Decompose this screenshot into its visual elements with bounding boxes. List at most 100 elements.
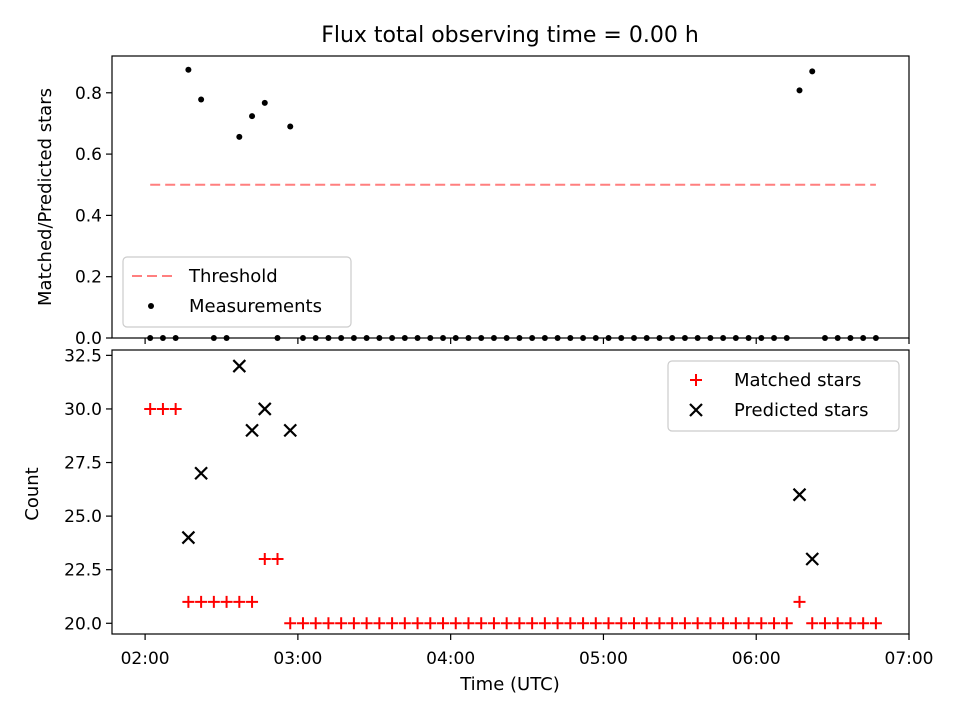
- matched-star-marker: [449, 617, 462, 630]
- matched-star-marker: [220, 595, 233, 608]
- predicted-star-marker: [805, 552, 820, 566]
- matched-star-marker: [806, 617, 819, 630]
- matched-star-marker: [462, 617, 475, 630]
- matched-star-marker: [602, 617, 615, 630]
- matched-star-marker: [666, 617, 679, 630]
- predicted-star-marker: [232, 359, 247, 373]
- y-tick-label: 30.0: [64, 400, 102, 420]
- legend-predicted-swatch: [689, 403, 703, 417]
- matched-star-marker: [309, 617, 322, 630]
- legend-label: Predicted stars: [734, 400, 868, 421]
- predicted-star-marker: [283, 423, 298, 438]
- matched-star-marker: [296, 617, 309, 630]
- matched-star-marker: [627, 617, 640, 630]
- matched-star-marker: [691, 617, 704, 630]
- matched-star-marker: [678, 617, 691, 630]
- matched-star-marker: [818, 617, 831, 630]
- y-tick-label: 25.0: [64, 507, 102, 527]
- legend-box: [122, 256, 352, 328]
- matched-star-marker: [271, 552, 284, 565]
- matched-star-marker: [564, 617, 577, 630]
- matched-star-marker: [411, 617, 424, 630]
- matched-star-marker: [793, 595, 806, 608]
- measurement-point: [287, 123, 294, 130]
- matched-star-marker: [869, 617, 882, 630]
- y-tick-label: 20.0: [64, 614, 102, 634]
- matched-star-marker: [831, 617, 844, 630]
- matched-star-marker: [398, 617, 411, 630]
- matched-star-marker: [704, 617, 717, 630]
- y-tick-label: 0.2: [75, 268, 102, 288]
- matched-star-marker: [144, 402, 157, 415]
- matched-star-marker: [258, 552, 271, 565]
- legend-label: Measurements: [189, 296, 322, 317]
- matched-star-marker: [538, 617, 551, 630]
- matched-star-marker: [589, 617, 602, 630]
- matched-star-marker: [487, 617, 500, 630]
- predicted-star-marker: [245, 423, 259, 438]
- figure-title: Flux total observing time = 0.00 h: [321, 23, 699, 48]
- matched-star-marker: [755, 617, 768, 630]
- matched-star-marker: [577, 617, 590, 630]
- matched-star-marker: [768, 617, 781, 630]
- matched-star-marker: [653, 617, 666, 630]
- y-tick-label: 27.5: [64, 454, 102, 474]
- measurement-point: [185, 66, 192, 73]
- matched-star-marker: [386, 617, 399, 630]
- matched-star-marker: [437, 617, 450, 630]
- matched-star-marker: [284, 617, 297, 630]
- predicted-star-marker: [181, 530, 196, 545]
- matched-star-marker: [500, 617, 513, 630]
- top-panel: 0.0 0.2 0.4 0.6 0.8 Threshold Measurements: [75, 55, 910, 349]
- x-tick-label: 06:00: [732, 649, 781, 669]
- legend-matched-swatch: [690, 374, 702, 386]
- matched-star-marker: [335, 617, 348, 630]
- matched-star-marker: [347, 617, 360, 630]
- y-tick-label: 0.4: [75, 206, 102, 226]
- x-tick-label: 07:00: [885, 649, 934, 669]
- measurement-point: [198, 96, 205, 103]
- measurement-point: [261, 99, 268, 106]
- matched-star-marker: [729, 617, 742, 630]
- matched-star-marker: [182, 595, 195, 608]
- matched-star-marker: [857, 617, 870, 630]
- matched-star-marker: [551, 617, 564, 630]
- y-tick-label: 0.0: [75, 329, 102, 349]
- plot-frame: [111, 55, 910, 339]
- matched-star-marker: [513, 617, 526, 630]
- matched-star-marker: [742, 617, 755, 630]
- matched-star-marker: [475, 617, 488, 630]
- matched-star-marker: [373, 617, 386, 630]
- y-tick-label: 32.5: [64, 346, 102, 366]
- legend-measurement-swatch: [148, 303, 154, 309]
- matched-star-marker: [717, 617, 730, 630]
- legend-label: Threshold: [188, 266, 278, 287]
- measurement-point: [249, 113, 256, 120]
- measurement-point: [236, 133, 243, 140]
- matched-star-marker: [360, 617, 373, 630]
- matched-star-marker: [246, 595, 259, 608]
- matched-star-marker: [615, 617, 628, 630]
- legend-label: Matched stars: [734, 370, 861, 391]
- plot-frame: [111, 349, 910, 635]
- bottom-y-axis-label: Count: [22, 467, 43, 520]
- matched-star-marker: [640, 617, 653, 630]
- top-y-axis-label: Matched/Predicted stars: [35, 88, 56, 306]
- matched-star-marker: [233, 595, 246, 608]
- matched-star-marker: [169, 402, 182, 415]
- x-axis-label: Time (UTC): [459, 674, 560, 695]
- legend-box: [667, 360, 900, 432]
- matched-star-marker: [424, 617, 437, 630]
- matched-star-marker: [844, 617, 857, 630]
- predicted-star-marker: [258, 402, 272, 416]
- matched-star-marker: [526, 617, 539, 630]
- matched-star-marker: [156, 402, 169, 415]
- predicted-star-marker: [792, 487, 807, 502]
- x-tick-label: 03:00: [273, 649, 322, 669]
- measurement-point: [809, 68, 816, 75]
- measurement-point: [796, 87, 803, 94]
- matched-star-marker: [780, 617, 793, 630]
- x-tick-label: 04:00: [426, 649, 475, 669]
- matched-star-marker: [322, 617, 335, 630]
